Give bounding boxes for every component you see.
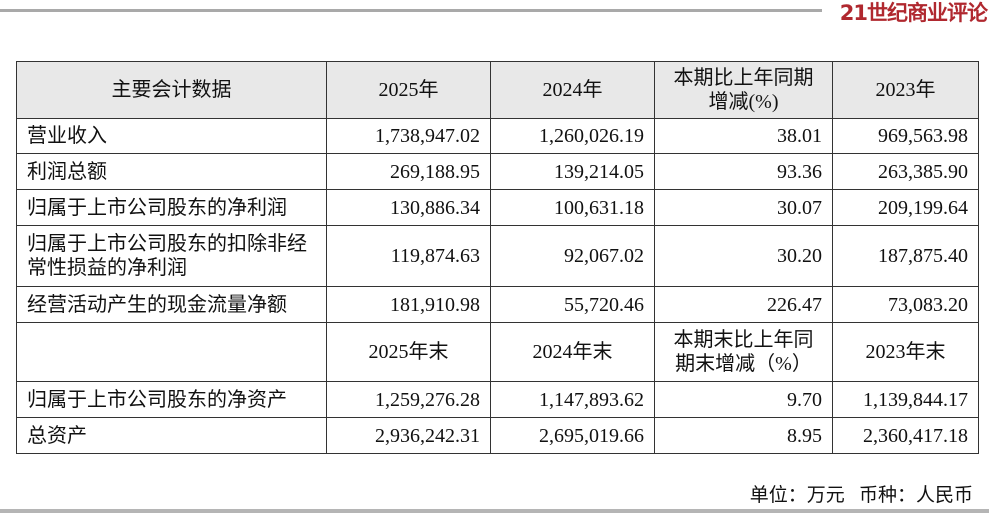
table-row: 归属于上市公司股东的扣除非经常性损益的净利润 119,874.63 92,067.0… [16, 225, 979, 287]
value-cell: 226.47 [654, 286, 833, 323]
value-cell: 8.95 [654, 417, 833, 454]
bottom-divider [0, 509, 989, 513]
value-cell: 209,199.64 [832, 189, 979, 226]
row-label: 利润总额 [16, 153, 327, 190]
value-cell: 130,886.34 [326, 189, 491, 226]
value-cell: 93.36 [654, 153, 833, 190]
value-cell: 269,188.95 [326, 153, 491, 190]
unit-note: 单位：万元 币种：人民币 [750, 480, 973, 507]
currency-label: 币种：人民币 [858, 485, 973, 506]
table-header-row: 主要会计数据 2025年 2024年 本期比上年同期增减(%) 2023年 [16, 61, 979, 119]
value-cell: 1,259,276.28 [326, 381, 491, 418]
value-cell: 92,067.02 [490, 225, 655, 287]
table-subheader-row: 2025年末 2024年末 本期末比上年同期末增减（%） 2023年末 [16, 322, 979, 382]
header-cell: 本期比上年同期增减(%) [654, 61, 833, 119]
financial-data-table: 主要会计数据 2025年 2024年 本期比上年同期增减(%) 2023年 营业… [16, 61, 979, 454]
row-label: 营业收入 [16, 118, 327, 154]
top-divider [0, 9, 822, 12]
header-cell [16, 322, 327, 382]
value-cell: 263,385.90 [832, 153, 979, 190]
value-cell: 1,738,947.02 [326, 118, 491, 154]
unit-label: 单位：万元 [749, 485, 845, 506]
value-cell: 181,910.98 [326, 286, 491, 323]
value-cell: 30.07 [654, 189, 833, 226]
table-row: 归属于上市公司股东的净利润 130,886.34 100,631.18 30.07 20… [16, 189, 979, 226]
table-row: 归属于上市公司股东的净资产 1,259,276.28 1,147,893.62 9.7… [16, 381, 979, 418]
table-row: 营业收入 1,738,947.02 1,260,026.19 38.01 969,563… [16, 118, 979, 154]
value-cell: 2,936,242.31 [326, 417, 491, 454]
value-cell: 139,214.05 [490, 153, 655, 190]
value-cell: 55,720.46 [490, 286, 655, 323]
value-cell: 969,563.98 [832, 118, 979, 154]
row-label: 归属于上市公司股东的净利润 [16, 189, 327, 226]
value-cell: 100,631.18 [490, 189, 655, 226]
table-row: 经营活动产生的现金流量净额 181,910.98 55,720.46 226.47 73… [16, 286, 979, 323]
value-cell: 38.01 [654, 118, 833, 154]
table-row: 利润总额 269,188.95 139,214.05 93.36 263,385.90 [16, 153, 979, 190]
row-label: 归属于上市公司股东的净资产 [16, 381, 327, 418]
value-cell: 30.20 [654, 225, 833, 287]
row-label: 总资产 [16, 417, 327, 454]
brand-logo: 21世纪商业评论 [839, 1, 988, 25]
header-cell: 主要会计数据 [16, 61, 327, 119]
value-cell: 1,139,844.17 [832, 381, 979, 418]
header-cell: 2024年 [490, 61, 655, 119]
value-cell: 2,360,417.18 [832, 417, 979, 454]
table-row: 总资产 2,936,242.31 2,695,019.66 8.95 2,360,417… [16, 417, 979, 454]
value-cell: 73,083.20 [832, 286, 979, 323]
value-cell: 119,874.63 [326, 225, 491, 287]
header-cell: 2025年末 [326, 322, 491, 382]
header-cell: 2023年末 [832, 322, 979, 382]
value-cell: 9.70 [654, 381, 833, 418]
value-cell: 1,147,893.62 [490, 381, 655, 418]
header-cell: 2025年 [326, 61, 491, 119]
value-cell: 2,695,019.66 [490, 417, 655, 454]
header-cell: 2024年末 [490, 322, 655, 382]
value-cell: 187,875.40 [832, 225, 979, 287]
header-cell: 本期末比上年同期末增减（%） [654, 322, 833, 382]
row-label: 归属于上市公司股东的扣除非经常性损益的净利润 [16, 225, 327, 287]
row-label: 经营活动产生的现金流量净额 [16, 286, 327, 323]
header-cell: 2023年 [832, 61, 979, 119]
value-cell: 1,260,026.19 [490, 118, 655, 154]
